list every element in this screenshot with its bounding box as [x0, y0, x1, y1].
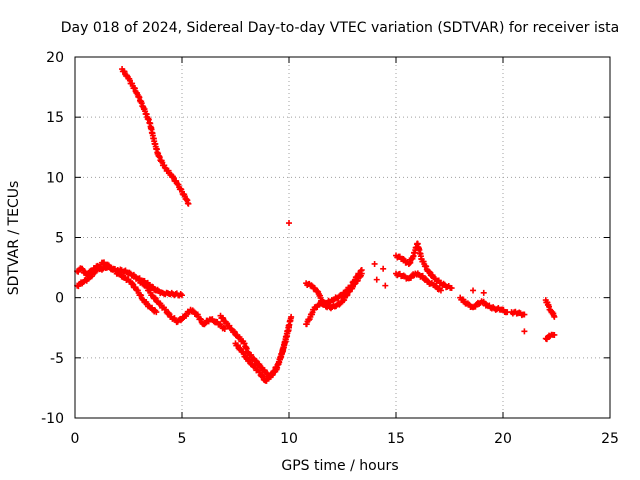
data-point-trace — [357, 272, 364, 279]
data-point — [470, 287, 477, 294]
data-point-trace — [267, 373, 274, 380]
data-point-trace — [79, 280, 86, 287]
data-point-trace — [151, 308, 158, 315]
data-point-trace — [121, 68, 128, 75]
data-point-trace — [306, 316, 313, 323]
data-point-trace — [424, 277, 431, 284]
x-axis-label: GPS time / hours — [281, 458, 398, 474]
data-point-trace — [357, 273, 364, 280]
data-point-trace — [314, 288, 321, 295]
data-point-trace — [279, 349, 286, 356]
data-point-trace — [435, 286, 442, 293]
data-point-trace — [197, 316, 204, 323]
data-point-trace — [150, 135, 157, 142]
data-point-trace — [177, 317, 184, 324]
data-point-trace — [231, 329, 238, 336]
data-point-trace — [436, 285, 443, 292]
y-axis-label: SDTVAR / TECUs — [6, 181, 22, 296]
data-point-trace — [261, 367, 268, 374]
data-point — [480, 289, 487, 296]
data-point-trace — [336, 301, 343, 308]
data-point — [371, 260, 378, 267]
data-point-trace — [184, 200, 191, 207]
x-tick-label: 15 — [387, 431, 405, 447]
y-tick-label: 10 — [46, 170, 64, 186]
y-tick-label: -10 — [41, 411, 64, 427]
data-point-trace — [252, 357, 259, 364]
data-point — [380, 265, 387, 272]
data-point-trace — [170, 174, 177, 181]
data-point-trace — [152, 295, 159, 302]
axis-ticks: 0 5 10 15 20 25 -10 -5 0 5 10 15 20 — [41, 50, 619, 447]
plot-frame — [74, 56, 611, 419]
y-tick-label: 20 — [46, 50, 64, 66]
x-tick-label: 0 — [71, 431, 80, 447]
data-point-trace — [344, 292, 351, 299]
data-point-trace — [520, 311, 527, 318]
data-point-trace — [178, 186, 185, 193]
data-point-trace — [240, 350, 247, 357]
x-tick-label: 25 — [601, 431, 619, 447]
data-point-trace — [315, 288, 322, 295]
data-point-trace — [502, 309, 509, 316]
data-point-trace — [354, 277, 361, 284]
data-points — [74, 66, 558, 384]
data-point — [382, 282, 389, 289]
data-point-trace — [138, 292, 145, 299]
data-point-trace — [422, 276, 429, 283]
data-point — [521, 328, 528, 335]
data-point-trace — [177, 290, 184, 297]
data-point-trace — [220, 324, 227, 331]
data-point-trace — [260, 373, 267, 380]
data-point-trace — [152, 307, 159, 314]
x-tick-label: 20 — [494, 431, 512, 447]
chart-title: Day 018 of 2024, Sidereal Day-to-day VTE… — [61, 20, 619, 36]
data-point-trace — [308, 282, 315, 289]
y-tick-label: 15 — [46, 110, 64, 126]
chart-grid — [75, 57, 610, 418]
data-point-trace — [287, 315, 294, 322]
data-point-trace — [409, 255, 416, 262]
y-tick-label: 5 — [55, 231, 64, 247]
y-tick-label: 0 — [55, 291, 64, 307]
data-point-trace — [220, 315, 227, 322]
data-point-trace — [189, 307, 196, 314]
data-point-trace — [351, 281, 358, 288]
data-point-trace — [447, 284, 454, 291]
data-point-trace — [426, 268, 433, 275]
data-point — [286, 220, 292, 227]
data-point-trace — [246, 358, 253, 365]
data-point-trace — [161, 162, 168, 169]
x-tick-label: 10 — [280, 431, 298, 447]
data-point-trace — [237, 345, 244, 352]
y-tick-label: -5 — [50, 351, 64, 367]
data-point-trace — [550, 312, 557, 319]
data-point-trace — [549, 331, 556, 338]
data-point — [373, 276, 380, 283]
data-point-trace — [91, 269, 98, 276]
data-point-trace — [201, 321, 208, 328]
data-point — [544, 301, 551, 308]
x-tick-label: 5 — [178, 431, 187, 447]
